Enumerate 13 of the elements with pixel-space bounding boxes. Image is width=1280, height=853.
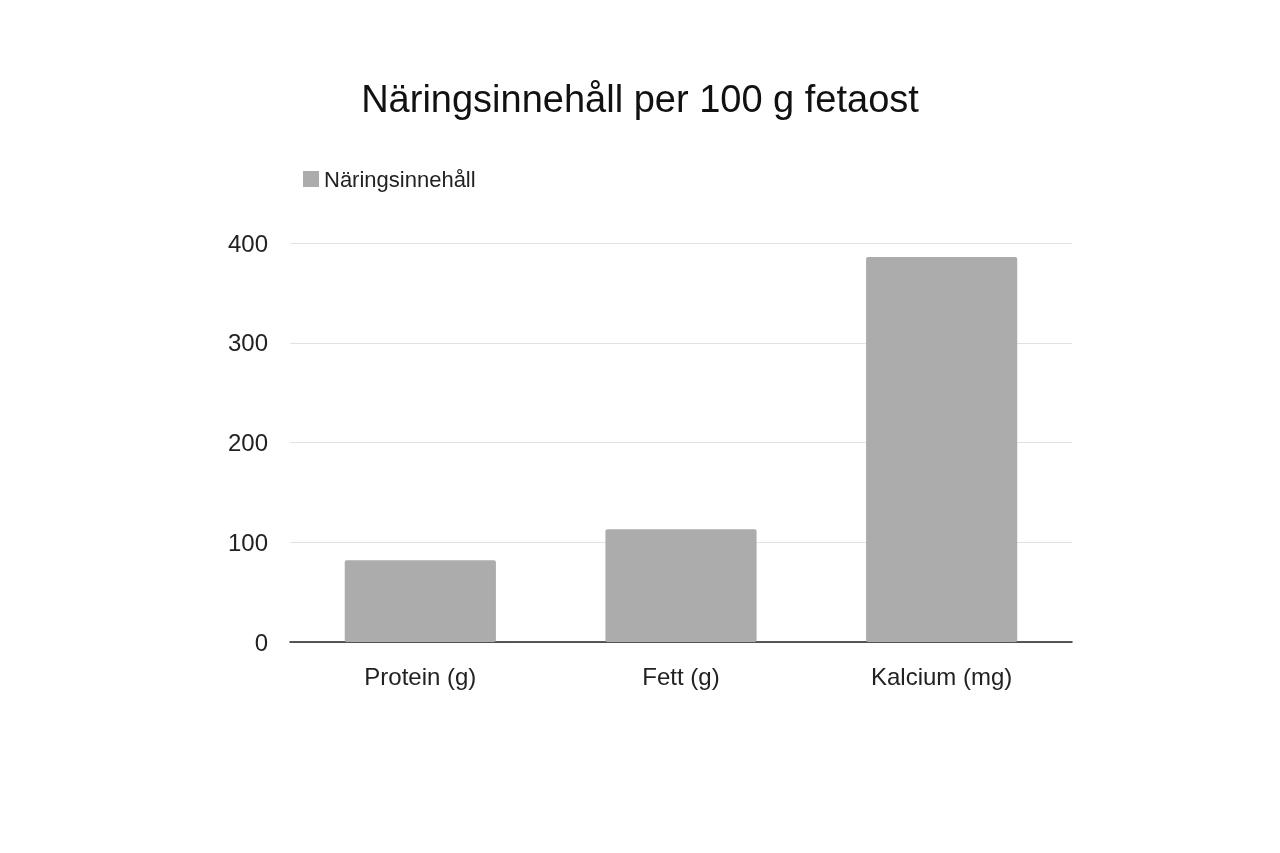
x-tick-label: Protein (g) — [364, 662, 477, 690]
y-tick-label: 300 — [227, 329, 268, 357]
x-tick-label: Kalcium (mg) — [870, 662, 1013, 690]
y-tick-label: 400 — [227, 229, 268, 257]
y-tick-label: 100 — [227, 528, 268, 556]
bar — [605, 529, 757, 642]
legend-label: Näringsinnehåll — [324, 166, 476, 192]
chart-title: Näringsinnehåll per 100 g fetaost — [361, 78, 920, 120]
x-tick-label: Fett (g) — [642, 662, 720, 690]
bar — [866, 256, 1018, 642]
y-tick-label: 200 — [227, 429, 268, 456]
y-tick-label: 0 — [254, 628, 268, 656]
bar — [344, 560, 496, 642]
